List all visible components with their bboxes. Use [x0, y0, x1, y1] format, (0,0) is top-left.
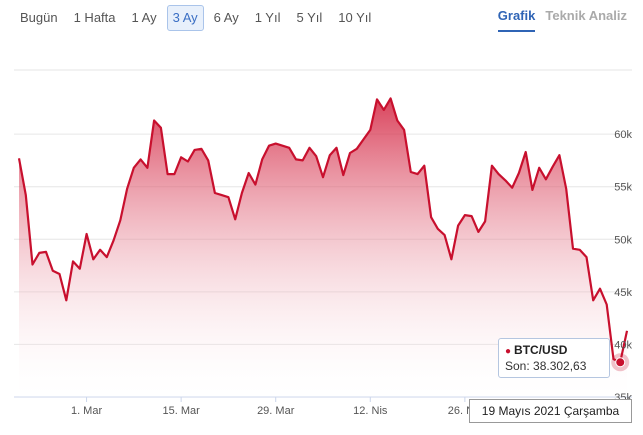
range-1-month-button[interactable]: 1 Ay: [131, 10, 157, 25]
range-3-month-button[interactable]: 3 Ay: [166, 5, 204, 31]
y-tick-label: 55k: [614, 182, 632, 194]
range-selector: Bugün 1 Hafta 1 Ay 3 Ay 6 Ay 1 Yıl 5 Yıl…: [14, 5, 377, 31]
x-tick-label: 12. Nis: [353, 405, 388, 417]
tooltip-series: BTC/USD: [514, 343, 568, 357]
hover-point: [615, 357, 626, 368]
range-5-year-button[interactable]: 5 Yıl: [296, 10, 323, 25]
range-1-week-button[interactable]: 1 Hafta: [73, 10, 116, 25]
range-10-year-button[interactable]: 10 Yıl: [338, 10, 372, 25]
y-tick-label: 45k: [614, 287, 632, 299]
tab-technical-analysis[interactable]: Teknik Analiz: [545, 8, 627, 23]
toolbar: Bugün 1 Hafta 1 Ay 3 Ay 6 Ay 1 Yıl 5 Yıl…: [0, 0, 643, 36]
range-6-month-button[interactable]: 6 Ay: [213, 10, 239, 25]
x-tick-label: 1. Mar: [71, 405, 103, 417]
y-tick-label: 50k: [614, 234, 632, 246]
price-series-line: [17, 97, 629, 364]
series-dot-icon: ●: [505, 346, 512, 357]
x-tick-label: 15. Mar: [162, 405, 200, 417]
tab-chart[interactable]: Grafik: [497, 5, 536, 32]
price-area-fill: [19, 98, 627, 398]
view-tabs: Grafik Teknik Analiz: [497, 5, 627, 32]
range-today-button[interactable]: Bugün: [20, 10, 58, 25]
tooltip-value: Son: 38.302,63: [505, 359, 587, 373]
range-1-year-button[interactable]: 1 Yıl: [254, 10, 281, 25]
crosshair-date-label: 19 Mayıs 2021 Çarşamba: [469, 399, 632, 423]
chart-tooltip: ● BTC/USD Son: 38.302,63: [498, 338, 610, 378]
x-tick-label: 29. Mar: [257, 405, 295, 417]
y-tick-label: 60k: [614, 129, 632, 141]
y-tick-label: 40k: [614, 339, 632, 351]
